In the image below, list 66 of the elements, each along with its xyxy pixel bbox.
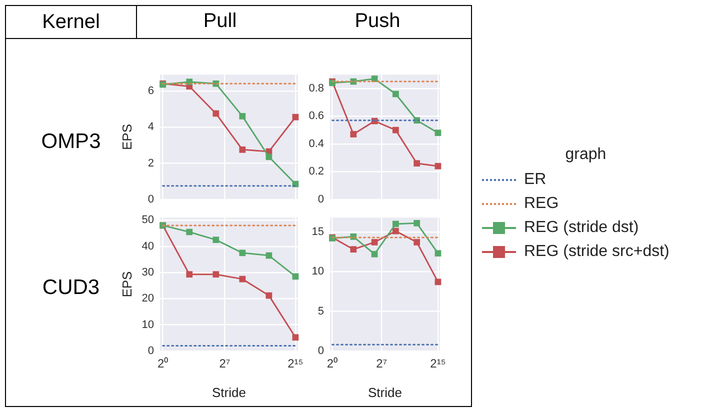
y-tick-label: 10 [142,318,154,331]
y-tick-label: 0.8 [308,82,324,94]
y-tick-label: 5 [318,305,324,318]
chart-title: Push [354,10,402,33]
x-tick-label: 2⁷ [376,356,388,371]
point [414,220,420,226]
x-tick-label: 2¹⁵ [288,356,304,371]
y-tick-label: 2 [148,157,154,170]
legend-label: REG (stride src+dst) [524,243,670,261]
text: CUD3 [42,276,100,299]
y-tick-label: 0.2 [308,166,324,178]
point [434,250,442,257]
text: Kernel [41,11,101,34]
point [434,278,442,286]
point [371,239,378,246]
point [434,162,442,170]
y-tick-label: 6 [148,84,154,97]
point [239,250,246,256]
point [392,90,399,98]
y-tick-label: 15 [312,226,324,238]
point [266,154,272,160]
chart-title: Pull [202,10,238,33]
point [212,271,220,278]
y-axis-title: EPS [119,270,134,298]
point [239,113,246,120]
x-tick-label: 2¹⁵ [430,356,446,371]
point [292,334,299,341]
x-tick-label: 2⁰ [326,356,338,371]
point [212,110,220,117]
point [239,276,246,282]
x-tick-label: 2⁷ [219,356,230,371]
point [392,220,399,228]
y-axis-title: EPS [119,124,134,150]
y-tick-label: 20 [142,292,154,305]
point [292,114,299,120]
y-tick-label: 0.4 [308,138,324,150]
y-tick-label: 30 [142,266,154,279]
legend-title: graph [564,146,608,164]
point [414,160,420,167]
y-tick-label: 0 [148,345,154,358]
point [392,126,399,134]
legend-label: ER [524,171,546,189]
y-tick-label: 40 [142,240,154,252]
y-tick-label: 0 [318,345,324,358]
point [239,146,246,153]
point [350,131,357,138]
x-tick-label: 2⁰ [158,356,168,371]
y-tick-label: 50 [142,214,154,226]
x-axis-title: Stride [368,384,402,400]
y-tick-label: 0 [148,193,154,206]
point [186,271,193,278]
legend-label: REG (stride dst) [524,219,639,237]
text: OMP3 [41,130,101,153]
y-tick-label: 10 [312,266,324,278]
point [392,228,399,234]
x-axis-title: Stride [212,384,246,400]
point [350,246,357,253]
y-tick-label: 4 [148,121,154,134]
y-tick-label: 0.6 [308,110,324,122]
legend-label: REG [524,195,559,213]
point [371,250,378,258]
y-tick-label: 0 [318,193,324,206]
point [434,130,442,136]
point [212,236,220,244]
point [414,239,420,246]
point [186,228,193,236]
